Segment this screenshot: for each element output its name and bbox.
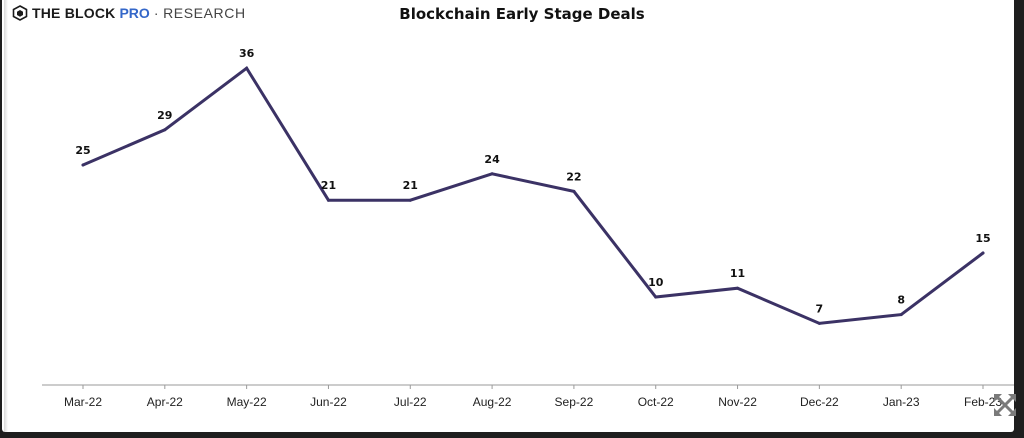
line-chart: Mar-22 Apr-22 May-22 Jun-22 Jul-22 Aug-22 Sep-… <box>42 47 1014 409</box>
data-label: 29 <box>157 109 172 122</box>
x-tick-label: Jun-22 <box>310 395 347 409</box>
x-tick-label: May-22 <box>227 395 267 409</box>
data-point <box>736 286 740 290</box>
brand-research-label: RESEARCH <box>163 5 246 21</box>
data-label: 25 <box>75 144 90 157</box>
data-point <box>245 66 249 70</box>
data-point <box>490 172 494 176</box>
brand-header: THE BLOCK PRO · RESEARCH <box>12 4 246 22</box>
data-label: 10 <box>648 276 664 289</box>
x-tick-label: Apr-22 <box>147 395 183 409</box>
x-tick-label: Nov-22 <box>718 395 757 409</box>
panel-edge-shadow <box>4 0 8 432</box>
data-point <box>163 128 167 132</box>
chart-panel: THE BLOCK PRO · RESEARCH Blockchain Earl… <box>2 0 1014 432</box>
data-label: 22 <box>566 170 581 183</box>
the-block-cube-icon <box>12 5 28 21</box>
data-label: 21 <box>321 179 336 192</box>
x-tick-label: Dec-22 <box>800 395 839 409</box>
expand-button[interactable] <box>990 390 1020 420</box>
data-label: 8 <box>897 294 905 307</box>
x-tick-label: Mar-22 <box>64 395 102 409</box>
data-label: 36 <box>239 47 255 60</box>
data-point <box>81 163 85 167</box>
data-point <box>654 295 658 299</box>
expand-arrows-icon <box>994 394 1016 416</box>
brand-name: THE BLOCK <box>32 5 116 21</box>
x-tick-label: Jan-23 <box>883 395 920 409</box>
data-point <box>408 198 412 202</box>
x-tick-label: Oct-22 <box>638 395 674 409</box>
x-tick-label: Sep-22 <box>555 395 594 409</box>
brand-separator: · <box>153 5 160 21</box>
series-line <box>81 66 985 325</box>
data-point <box>817 321 821 325</box>
data-label: 7 <box>816 302 824 315</box>
data-label: 24 <box>484 153 500 166</box>
chart-title: Blockchain Early Stage Deals <box>399 5 645 23</box>
x-tick-label: Jul-22 <box>394 395 427 409</box>
data-point <box>572 189 576 193</box>
x-tick-label: Feb-23 <box>964 395 1002 409</box>
brand-pro-label: PRO <box>119 5 150 21</box>
x-tick-label: Aug-22 <box>473 395 512 409</box>
bottom-strip <box>0 432 1024 438</box>
data-point <box>326 198 330 202</box>
data-label: 15 <box>975 232 990 245</box>
data-label: 11 <box>730 267 745 280</box>
data-point <box>899 313 903 317</box>
data-label: 21 <box>403 179 418 192</box>
data-point <box>981 251 985 255</box>
